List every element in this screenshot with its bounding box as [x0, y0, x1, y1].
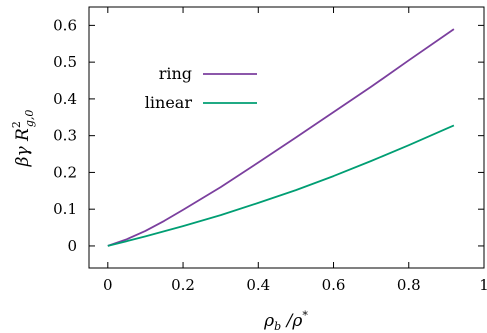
x-tick-label: 0.6: [322, 276, 346, 294]
legend: ring linear: [145, 64, 257, 112]
series-line-linear: [107, 124, 455, 247]
y-tick-label: 0.6: [53, 16, 77, 34]
y-tick-label: 0.5: [53, 53, 77, 71]
y-tick-label: 0.1: [53, 200, 77, 218]
y-tick-label: 0.4: [53, 90, 77, 108]
x-tick-label: 1: [479, 276, 487, 294]
y-axis-label: βγ R2g,0: [10, 110, 36, 168]
x-tick-label: 0.2: [171, 276, 195, 294]
series-line-ring: [107, 28, 455, 247]
x-tick-label: 0.8: [397, 276, 421, 294]
x-tick-label: 0.4: [246, 276, 270, 294]
y-tick-label: 0.2: [53, 163, 77, 181]
y-tick-label: 0: [67, 237, 77, 255]
x-tick-label: 0: [103, 276, 113, 294]
plot-frame: [88, 6, 485, 269]
legend-label-linear: linear: [145, 93, 193, 112]
y-tick-labels: 0 0.1 0.2 0.3 0.4 0.5 0.6: [53, 16, 77, 255]
svg-text:βγ R2g,0: βγ R2g,0: [10, 110, 36, 168]
legend-label-ring: ring: [159, 64, 192, 83]
x-axis-label: ρb /ρ*: [263, 309, 308, 333]
y-tick-label: 0.3: [53, 127, 77, 145]
tick-marks: [89, 7, 485, 268]
series-lines: [107, 28, 455, 247]
x-tick-labels: 0 0.2 0.4 0.6 0.8 1: [103, 276, 487, 294]
